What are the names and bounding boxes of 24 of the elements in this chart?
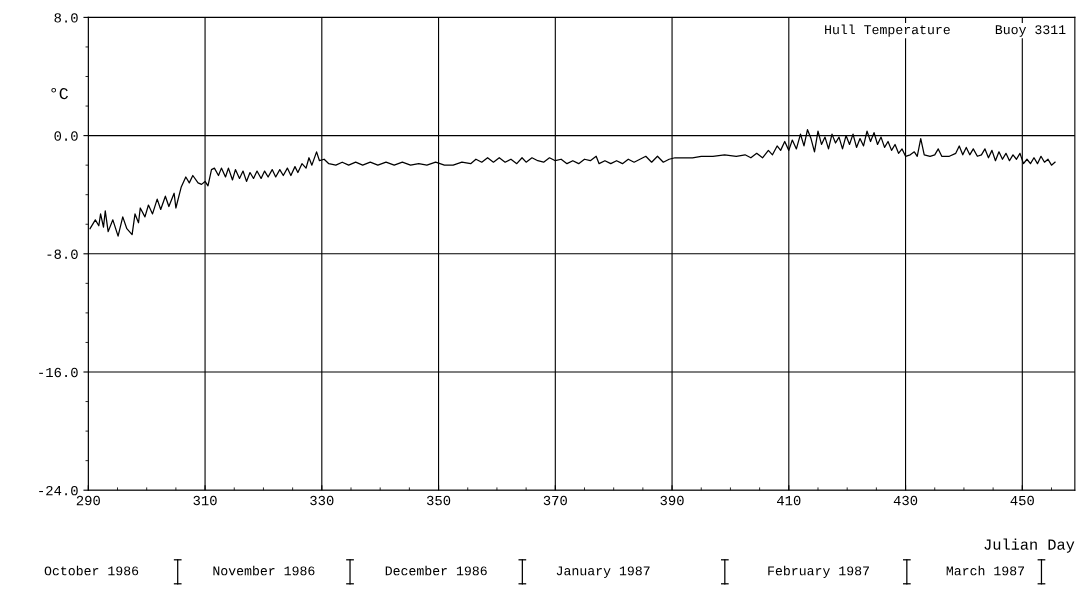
text: October 1986 bbox=[44, 565, 139, 576]
y-tick-label: -8.0 bbox=[47, 249, 78, 259]
y-tick-label: -16.0 bbox=[39, 367, 78, 378]
x-tick-label: 290 bbox=[76, 495, 100, 506]
y-tick-label: -24.0 bbox=[39, 485, 78, 496]
y-tick-label: 0.0 bbox=[54, 131, 78, 141]
x-tick-label: 370 bbox=[543, 495, 567, 506]
text: December 1986 bbox=[385, 565, 487, 576]
text: November 1986 bbox=[213, 565, 315, 576]
x-axis-title: Julian Day bbox=[984, 538, 1075, 553]
x-tick-label: 410 bbox=[777, 495, 801, 506]
x-tick-label: 330 bbox=[310, 495, 334, 506]
x-tick-label: 450 bbox=[1010, 495, 1034, 506]
x-tick-label: 310 bbox=[193, 495, 217, 506]
x-tick-label: 350 bbox=[426, 495, 451, 506]
text: February 1987 bbox=[768, 565, 869, 578]
annotation: Hull Temperature bbox=[825, 24, 950, 37]
y-tick-label: 8.0 bbox=[54, 13, 78, 23]
y-axis-title: °C bbox=[51, 87, 69, 100]
annotation: Buoy 3311 bbox=[995, 25, 1066, 37]
x-tick-label: 430 bbox=[893, 495, 918, 506]
text: March 1987 bbox=[946, 565, 1025, 576]
text: January 1987 bbox=[556, 566, 650, 578]
x-tick-label: 390 bbox=[660, 495, 684, 506]
